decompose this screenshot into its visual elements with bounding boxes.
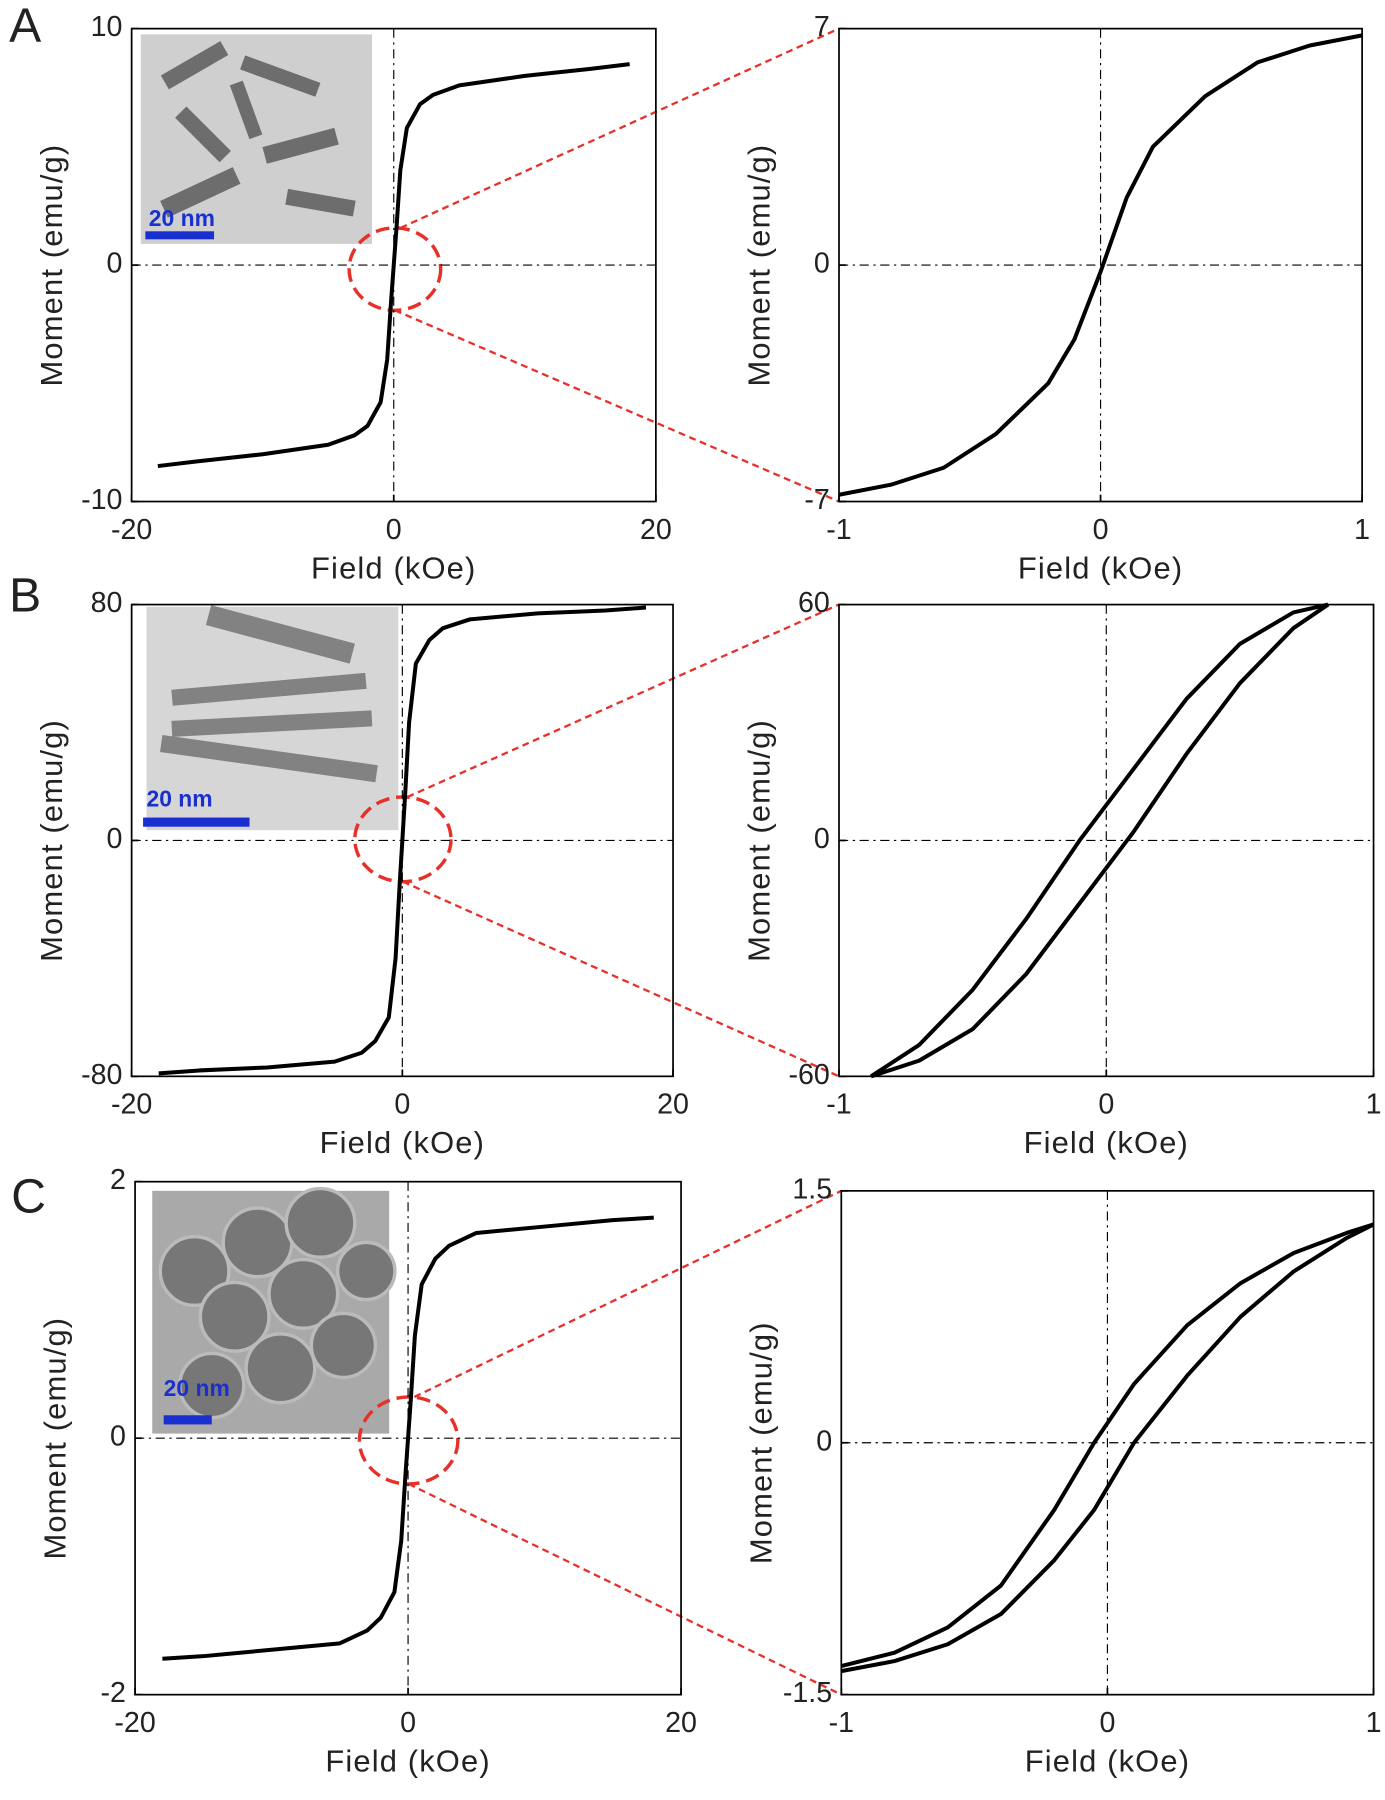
y-tick-label: -60 <box>789 1059 830 1091</box>
plot-frame <box>130 27 657 503</box>
curve <box>869 602 1329 1079</box>
scale-bar-label: 20 nm <box>164 1375 230 1401</box>
y-tick-label: -2 <box>100 1677 125 1709</box>
curve <box>840 1222 1375 1674</box>
plot-frame <box>134 1180 682 1696</box>
x-tick-label: -20 <box>111 514 152 546</box>
scale-bar-label: 20 nm <box>149 205 215 231</box>
panel-label: B <box>9 569 41 623</box>
x-axis-label: Field (kOe) <box>1025 1744 1190 1779</box>
x-axis-label: Field (kOe) <box>325 1744 490 1779</box>
scale-bar-label: 20 nm <box>147 785 213 811</box>
x-tick-label: 0 <box>1099 1707 1115 1739</box>
curve <box>840 1222 1375 1669</box>
x-tick-label: 0 <box>394 1089 410 1121</box>
y-tick-label: 60 <box>798 587 830 619</box>
curve <box>157 62 630 469</box>
y-tick-label: -1.5 <box>783 1677 832 1709</box>
x-tick-label: 20 <box>665 1707 697 1739</box>
curve <box>838 33 1363 497</box>
inset-c <box>152 1186 397 1434</box>
plot-frame <box>838 27 1363 503</box>
inset-a <box>140 34 373 244</box>
y-tick-label: 2 <box>110 1164 126 1196</box>
x-tick-label: -1 <box>826 1089 851 1121</box>
y-tick-label: 7 <box>814 11 830 43</box>
x-tick-label: 0 <box>1098 1089 1114 1121</box>
x-tick-label: -1 <box>829 1707 854 1739</box>
panel-label: A <box>9 0 41 52</box>
curve <box>158 605 647 1076</box>
x-tick-label: 20 <box>640 514 672 546</box>
x-tick-label: 0 <box>386 514 402 546</box>
y-tick-label: 80 <box>91 587 123 619</box>
x-tick-label: 20 <box>657 1089 689 1121</box>
x-axis-label: Field (kOe) <box>320 1125 485 1160</box>
y-tick-label: 10 <box>91 11 123 43</box>
plot-frame <box>838 603 1375 1078</box>
x-axis-label: Field (kOe) <box>1018 550 1183 585</box>
y-tick-label: 1.5 <box>792 1173 832 1205</box>
y-tick-label: 0 <box>816 1425 832 1457</box>
y-tick-label: 0 <box>814 248 830 280</box>
x-tick-label: -1 <box>826 514 851 546</box>
x-tick-label: 0 <box>1093 514 1109 546</box>
x-tick-label: 1 <box>1366 1707 1382 1739</box>
x-axis-label: Field (kOe) <box>311 550 476 585</box>
x-tick-label: -20 <box>111 1089 152 1121</box>
curve <box>870 602 1330 1079</box>
x-tick-label: 0 <box>400 1707 416 1739</box>
y-tick-label: -7 <box>804 484 829 516</box>
y-tick-label: -10 <box>81 484 122 516</box>
y-tick-label: 0 <box>814 823 830 855</box>
x-axis-label: Field (kOe) <box>1024 1125 1189 1160</box>
panel-label: C <box>11 1170 46 1224</box>
y-axis-label: Moment (emu/g) <box>37 1317 72 1560</box>
plot-frame <box>130 603 674 1078</box>
y-tick-label: 0 <box>107 823 123 855</box>
x-tick-label: -20 <box>114 1707 155 1739</box>
x-tick-label: 1 <box>1366 1089 1382 1121</box>
x-tick-label: 1 <box>1354 514 1370 546</box>
y-axis-label: Moment (emu/g) <box>741 144 776 387</box>
y-tick-label: 0 <box>110 1421 126 1453</box>
y-axis-label: Moment (emu/g) <box>741 719 776 962</box>
y-tick-label: -80 <box>81 1059 122 1091</box>
plot-frame <box>840 1189 1375 1696</box>
y-tick-label: 0 <box>107 248 123 280</box>
inset-b <box>143 605 399 831</box>
y-axis-label: Moment (emu/g) <box>744 1321 779 1564</box>
y-axis-label: Moment (emu/g) <box>34 144 69 387</box>
curve <box>162 1215 654 1661</box>
y-axis-label: Moment (emu/g) <box>34 719 69 962</box>
